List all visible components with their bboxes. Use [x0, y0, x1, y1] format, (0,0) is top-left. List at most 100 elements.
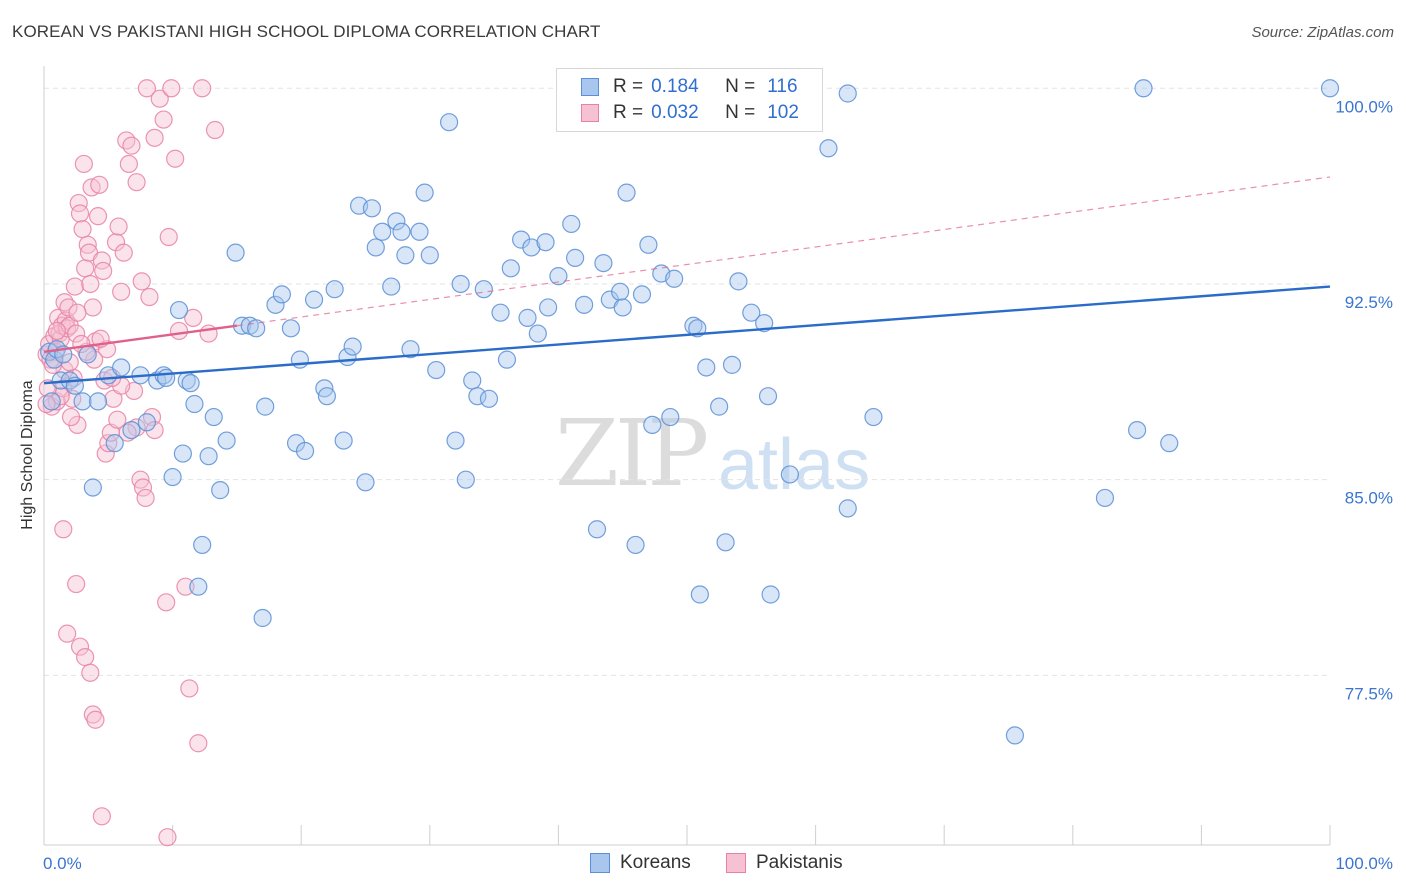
- pakistani-point: [127, 418, 146, 437]
- pakistani-point: [99, 434, 118, 453]
- pakistani-point: [159, 227, 178, 247]
- korean-point: [626, 535, 645, 555]
- pakistani-point: [96, 444, 115, 463]
- korean-point: [415, 183, 434, 202]
- korean-point: [522, 238, 541, 257]
- korean-point: [112, 358, 131, 377]
- y-tick-label: 85.0%: [1345, 489, 1393, 508]
- korean-point: [613, 298, 632, 317]
- axes: [43, 66, 1331, 846]
- korean-point: [317, 387, 337, 406]
- korean-point: [611, 282, 630, 301]
- korean-point: [632, 285, 652, 304]
- korean-point: [539, 298, 558, 317]
- pakistani-point: [74, 154, 93, 174]
- korean-point: [420, 246, 439, 265]
- korean-point: [88, 392, 108, 411]
- watermark-zip: ZIP: [555, 400, 709, 507]
- korean-points: [40, 79, 1340, 745]
- korean-point: [761, 585, 780, 604]
- korean-point: [838, 499, 857, 518]
- korean-point: [189, 577, 208, 596]
- pakistani-point: [166, 149, 185, 168]
- pakistani-point: [73, 220, 92, 239]
- korean-point: [356, 473, 375, 492]
- korean-point: [181, 374, 200, 393]
- pakistani-points: [37, 79, 225, 847]
- legend-item-koreans[interactable]: Koreans: [590, 852, 691, 874]
- r-label: R =: [613, 102, 644, 123]
- pakistani-point: [83, 298, 102, 317]
- pakistanis-legend-label: Pakistanis: [756, 852, 843, 873]
- pakistani-point: [70, 637, 90, 656]
- korean-point: [536, 233, 555, 252]
- korean-point: [396, 246, 415, 265]
- pakistani-point: [157, 593, 176, 612]
- pakistani-point: [94, 261, 113, 281]
- korean-point: [427, 360, 446, 380]
- n-value: 102: [767, 102, 799, 123]
- pakistani-point: [150, 89, 169, 108]
- pakistani-trend-line: [43, 324, 238, 354]
- pakistani-point: [117, 131, 136, 150]
- legend-row-pakistanis: R = 0.032 N = 102: [581, 100, 799, 126]
- korean-point: [1005, 726, 1025, 745]
- r-value: 0.032: [651, 102, 699, 123]
- korean-point: [549, 267, 568, 286]
- korean-point: [272, 285, 292, 304]
- pakistani-point: [88, 207, 108, 226]
- korean-point: [838, 84, 857, 103]
- korean-point: [528, 324, 547, 343]
- pakistani-point: [37, 394, 56, 414]
- korean-point: [382, 277, 401, 296]
- pakistanis-swatch: [581, 104, 599, 122]
- korean-point: [199, 447, 218, 466]
- korean-point: [491, 303, 510, 322]
- pakistani-point: [189, 734, 208, 753]
- pakistani-point: [65, 277, 84, 296]
- korean-point: [334, 431, 353, 450]
- pakistani-point: [193, 79, 212, 98]
- koreans-legend-label: Koreans: [620, 852, 691, 873]
- pakistani-point: [162, 79, 181, 98]
- pakistani-point: [108, 410, 127, 429]
- korean-point: [211, 481, 230, 500]
- korean-point: [1134, 79, 1153, 98]
- legend-item-pakistanis[interactable]: Pakistanis: [726, 852, 843, 874]
- korean-point: [410, 222, 429, 241]
- korean-point: [42, 392, 61, 411]
- pakistani-point: [59, 298, 78, 317]
- korean-point: [122, 421, 141, 440]
- korean-point: [253, 608, 272, 628]
- koreans-swatch: [581, 78, 599, 96]
- korean-point: [137, 413, 156, 432]
- korean-point: [163, 467, 182, 487]
- korean-point: [295, 441, 315, 461]
- r-value: 0.184: [651, 76, 699, 97]
- korean-point: [617, 183, 636, 202]
- pakistani-point: [112, 282, 131, 301]
- pakistani-point: [76, 648, 95, 667]
- pakistani-trend-extension: [236, 176, 1331, 327]
- korean-point: [474, 280, 493, 299]
- korean-point: [78, 345, 97, 364]
- korean-point: [325, 280, 344, 299]
- korean-point: [217, 431, 236, 450]
- korean-point: [716, 533, 735, 552]
- korean-point: [463, 371, 482, 390]
- korean-point: [226, 243, 245, 262]
- korean-point: [366, 238, 385, 257]
- pakistani-point: [169, 321, 189, 341]
- gridlines: [44, 87, 1330, 676]
- korean-point: [780, 465, 799, 484]
- chart-title: KOREAN VS PAKISTANI HIGH SCHOOL DIPLOMA …: [12, 22, 601, 41]
- y-tick-label: 77.5%: [1345, 684, 1393, 703]
- korean-point: [697, 358, 716, 377]
- korean-point: [710, 397, 729, 416]
- korean-point: [373, 222, 392, 241]
- x-tick-label: 0.0%: [43, 854, 82, 873]
- korean-point: [819, 139, 838, 158]
- korean-point: [281, 319, 301, 338]
- pakistani-point: [81, 274, 100, 294]
- korean-point: [105, 434, 124, 453]
